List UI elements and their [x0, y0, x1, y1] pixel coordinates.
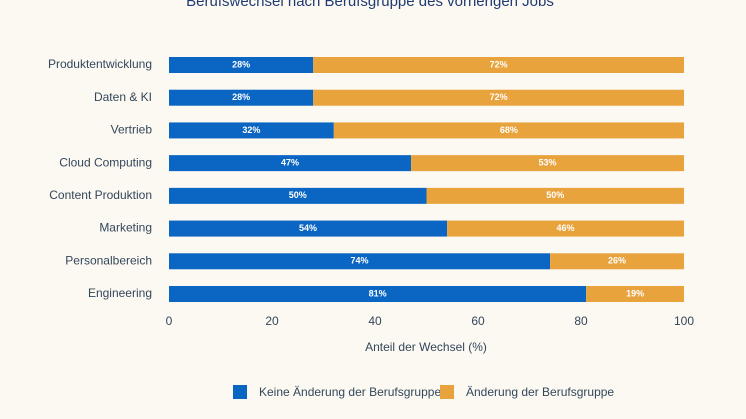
- bar-segment: [169, 122, 334, 139]
- value-label: 32%: [242, 125, 260, 135]
- bar-segment: [426, 187, 684, 204]
- value-label: 28%: [232, 59, 250, 69]
- value-label: 81%: [369, 288, 387, 298]
- value-label: 50%: [546, 190, 564, 200]
- value-label: 68%: [500, 125, 518, 135]
- value-label: 50%: [289, 190, 307, 200]
- value-label: 72%: [490, 59, 508, 69]
- bar-segment: [313, 57, 684, 73]
- chart-title: Berufswechsel nach Berufsgruppe des vorh…: [186, 0, 554, 10]
- y-tick-label: Cloud Computing: [59, 155, 152, 169]
- legend-label: Änderung der Berufsgruppe: [466, 385, 614, 399]
- value-label: 28%: [232, 92, 250, 102]
- bar-segment: [169, 57, 314, 73]
- x-axis-label: Anteil der Wechsel (%): [365, 340, 487, 354]
- value-label: 74%: [351, 256, 369, 266]
- bar-segment: [169, 286, 587, 302]
- x-tick-label: 20: [265, 314, 279, 328]
- x-tick-label: 0: [166, 314, 173, 328]
- legend-swatch: [233, 385, 247, 399]
- bar-segment: [169, 187, 427, 204]
- bar-segment: [169, 155, 412, 172]
- x-tick-label: 100: [674, 314, 694, 328]
- value-label: 46%: [557, 223, 575, 233]
- value-label: 19%: [626, 288, 644, 298]
- bar-segment: [411, 155, 684, 172]
- bar-segment: [333, 122, 684, 139]
- bar-segment: [447, 220, 684, 237]
- bar-segment: [169, 253, 551, 270]
- bar-segment: [586, 286, 684, 302]
- value-label: 47%: [281, 158, 299, 168]
- bar-segment: [550, 253, 684, 270]
- bar-segment: [313, 89, 684, 106]
- y-tick-label: Vertrieb: [111, 123, 153, 137]
- value-label: 53%: [539, 158, 557, 168]
- y-tick-label: Content Produktion: [49, 188, 152, 202]
- x-tick-label: 80: [574, 314, 588, 328]
- x-tick-label: 60: [471, 314, 485, 328]
- y-tick-label: Daten & KI: [94, 90, 152, 104]
- x-tick-label: 40: [368, 314, 382, 328]
- y-tick-label: Marketing: [99, 221, 152, 235]
- bar-segment: [169, 220, 448, 237]
- y-tick-label: Produktentwicklung: [48, 57, 152, 71]
- legend-label: Keine Änderung der Berufsgruppe: [259, 385, 441, 399]
- y-tick-label: Personalbereich: [65, 253, 152, 267]
- legend-swatch: [440, 385, 454, 399]
- value-label: 26%: [608, 256, 626, 266]
- y-tick-label: Engineering: [88, 286, 152, 300]
- value-label: 54%: [299, 223, 317, 233]
- value-label: 72%: [490, 92, 508, 102]
- bar-segment: [169, 89, 314, 106]
